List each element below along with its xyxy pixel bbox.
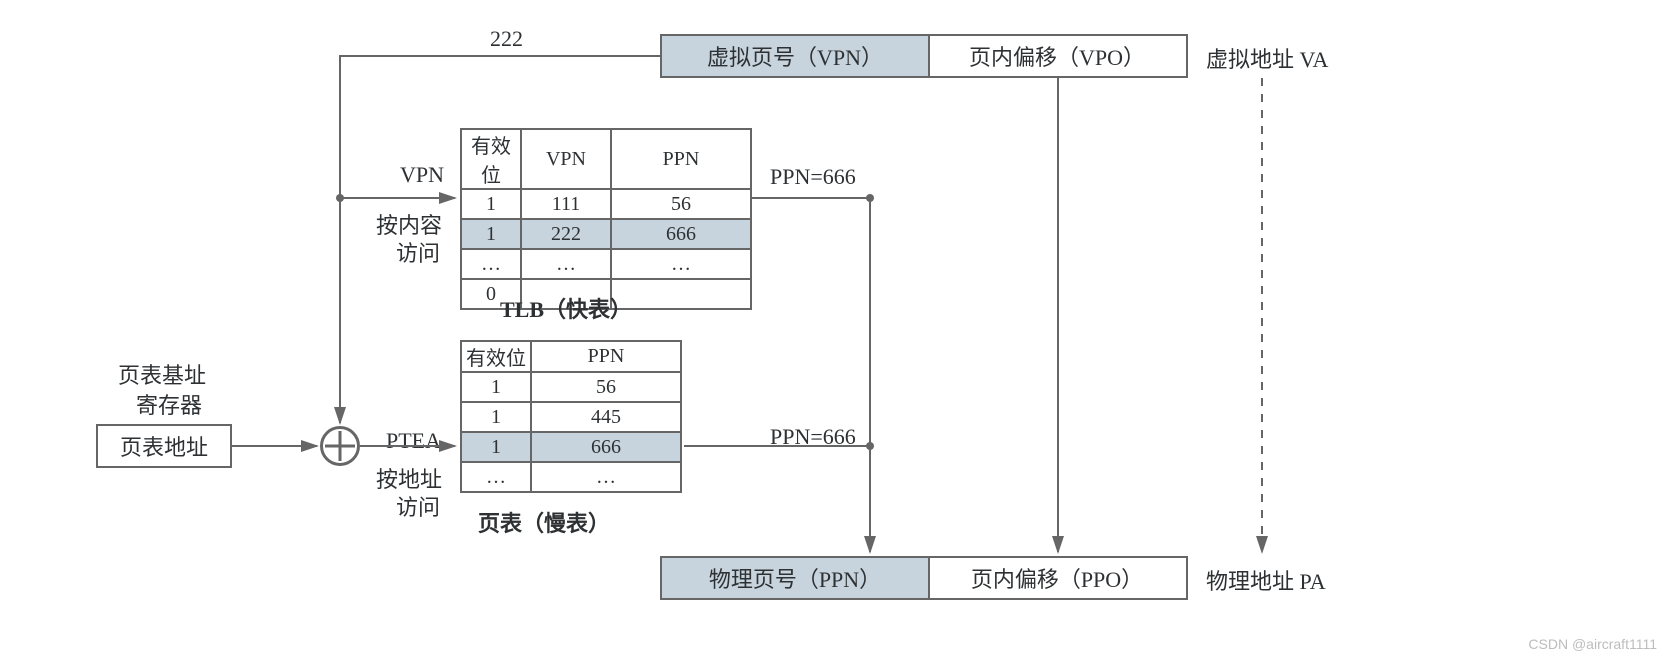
pt-r0-ppn: 56 xyxy=(531,372,681,402)
tlb-vpn-label: VPN xyxy=(400,162,444,188)
pt-access-label-2: 访问 xyxy=(396,490,440,522)
tlb-r2-valid: … xyxy=(461,249,521,279)
va-side-label: 虚拟地址 VA xyxy=(1206,42,1328,74)
pa-ppn-label: 物理页号（PPN） xyxy=(709,562,881,594)
adder-plus-icon xyxy=(320,426,360,466)
pt-r0-valid: 1 xyxy=(461,372,531,402)
va-vpn-label: 虚拟页号（VPN） xyxy=(707,40,883,72)
tlb-access-label-2: 访问 xyxy=(396,236,440,268)
ptreg-box-label: 页表地址 xyxy=(120,430,208,462)
tlb-r1-vpn: 222 xyxy=(521,219,611,249)
pt-r1-ppn: 445 xyxy=(531,402,681,432)
tlb-ppn-result: PPN=666 xyxy=(770,164,856,190)
pa-side-label: 物理地址 PA xyxy=(1206,564,1326,596)
watermark: CSDN @aircraft1111 xyxy=(1528,636,1657,652)
tlb-r2-ppn: … xyxy=(611,249,751,279)
tlb-table: 有效位 VPN PPN 1 111 56 1 222 666 … … … 0 xyxy=(460,128,752,310)
va-vpo-box: 页内偏移（VPO） xyxy=(928,34,1188,78)
va-vpo-label: 页内偏移（VPO） xyxy=(969,40,1145,72)
tlb-th-ppn: PPN xyxy=(611,129,751,189)
ptreg-box: 页表地址 xyxy=(96,424,232,468)
va-vpn-box: 虚拟页号（VPN） xyxy=(660,34,930,78)
ptea-label: PTEA xyxy=(386,428,441,454)
ptreg-label-2: 寄存器 xyxy=(136,388,202,420)
tlb-r0-ppn: 56 xyxy=(611,189,751,219)
tlb-title: TLB（快表） xyxy=(500,292,632,324)
tlb-th-vpn: VPN xyxy=(521,129,611,189)
pt-r1-valid: 1 xyxy=(461,402,531,432)
pt-th-ppn: PPN xyxy=(531,341,681,372)
pa-ppo-label: 页内偏移（PPO） xyxy=(971,562,1143,594)
pt-r2-ppn: 666 xyxy=(531,432,681,462)
tlb-r0-valid: 1 xyxy=(461,189,521,219)
tlb-r1-ppn: 666 xyxy=(611,219,751,249)
pagetable-table: 有效位 PPN 1 56 1 445 1 666 … … xyxy=(460,340,682,493)
tlb-th-valid: 有效位 xyxy=(461,129,521,189)
pa-ppo-box: 页内偏移（PPO） xyxy=(928,556,1188,600)
tlb-r2-vpn: … xyxy=(521,249,611,279)
pt-ppn-result: PPN=666 xyxy=(770,424,856,450)
pa-ppn-box: 物理页号（PPN） xyxy=(660,556,930,600)
vpn-value-label: 222 xyxy=(490,26,523,52)
pagetable-title: 页表（慢表） xyxy=(478,506,610,538)
ptreg-label-1: 页表基址 xyxy=(118,358,206,390)
tlb-r1-valid: 1 xyxy=(461,219,521,249)
pt-r2-valid: 1 xyxy=(461,432,531,462)
pt-th-valid: 有效位 xyxy=(461,341,531,372)
pt-r3-valid: … xyxy=(461,462,531,492)
pt-r3-ppn: … xyxy=(531,462,681,492)
tlb-r0-vpn: 111 xyxy=(521,189,611,219)
